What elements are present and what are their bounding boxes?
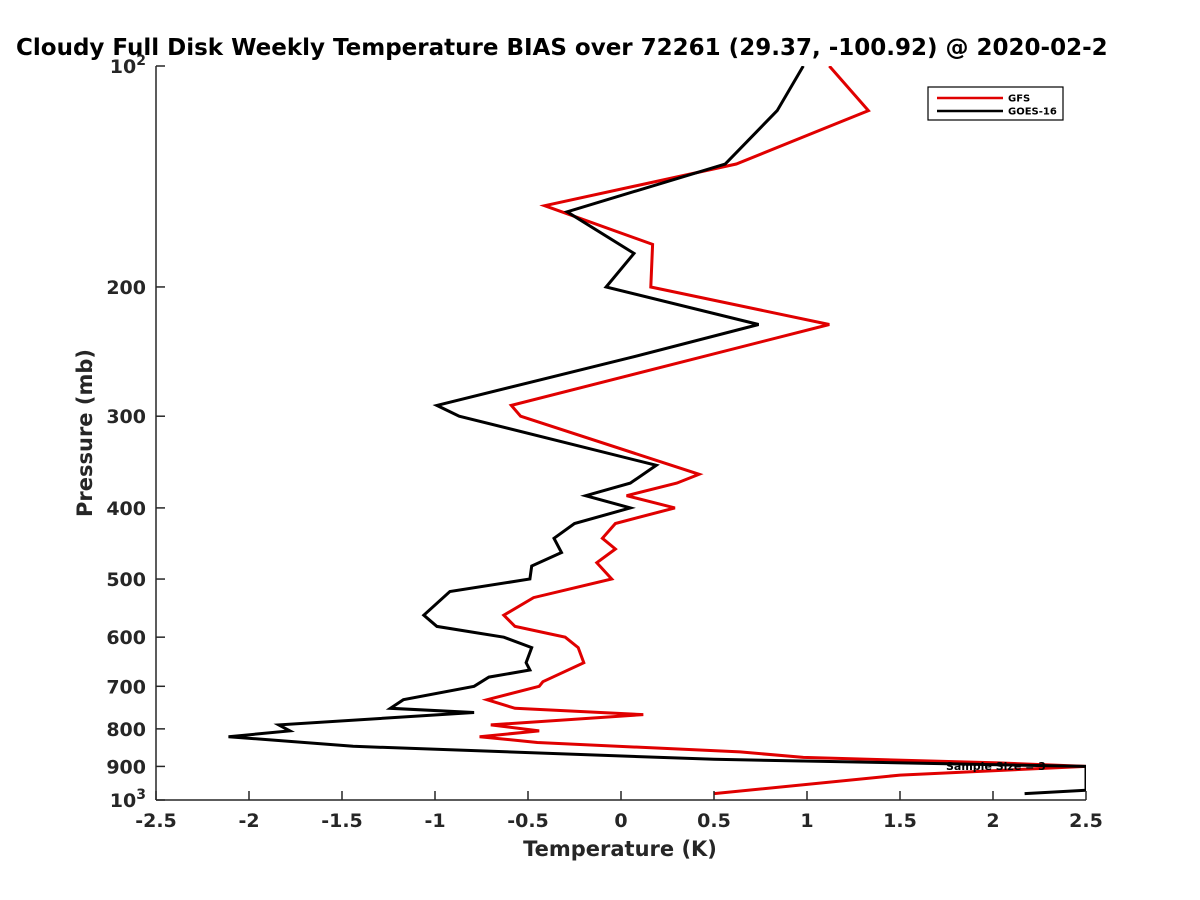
y-tick-label: 500 bbox=[106, 569, 146, 591]
x-tick-label: -0.5 bbox=[507, 810, 549, 832]
x-tick-label: 0.5 bbox=[697, 810, 731, 832]
series-line-goes-16 bbox=[228, 66, 1086, 796]
axes-layer: -2.5 -2 -1.5 -1 -0.5 0 0.5 1 1.5 2 2.5 102 200 300 400… bbox=[106, 53, 1103, 832]
y-tick-label: 700 bbox=[106, 676, 146, 698]
y-tick-label: 200 bbox=[106, 277, 146, 299]
legend-entry-gfs: GFS bbox=[1008, 94, 1030, 105]
y-tick-label: 400 bbox=[106, 498, 146, 520]
y-tick-label: 300 bbox=[106, 406, 146, 428]
chart-title: Cloudy Full Disk Weekly Temperature BIAS… bbox=[16, 35, 1108, 61]
legend-entry-goes-16: GOES-16 bbox=[1008, 107, 1057, 118]
y-tick-label: 900 bbox=[106, 756, 146, 778]
series-line-gfs bbox=[479, 66, 1086, 796]
x-tick-label: 1.5 bbox=[883, 810, 917, 832]
x-tick-label: -2 bbox=[238, 810, 259, 832]
y-axis-label: Pressure (mb) bbox=[73, 349, 97, 517]
legend: GFS GOES-16 bbox=[927, 86, 1064, 121]
series-layer bbox=[228, 66, 1086, 796]
y-tick-label: 600 bbox=[106, 627, 146, 649]
sample-size-annotation: Sample Size = 3 bbox=[946, 760, 1046, 773]
x-tick-label: -2.5 bbox=[135, 810, 177, 832]
legend-box bbox=[927, 86, 1064, 121]
x-tick-label: 1 bbox=[800, 810, 813, 832]
y-tick-label: 103 bbox=[110, 787, 146, 812]
x-tick-label: -1 bbox=[424, 810, 445, 832]
x-tick-label: 2.5 bbox=[1069, 810, 1103, 832]
x-axis-label: Temperature (K) bbox=[523, 837, 717, 861]
x-tick-label: 0 bbox=[614, 810, 627, 832]
x-tick-label: 2 bbox=[986, 810, 999, 832]
x-tick-label: -1.5 bbox=[321, 810, 363, 832]
y-tick-label: 800 bbox=[106, 719, 146, 741]
y-tick-label: 102 bbox=[110, 53, 146, 78]
